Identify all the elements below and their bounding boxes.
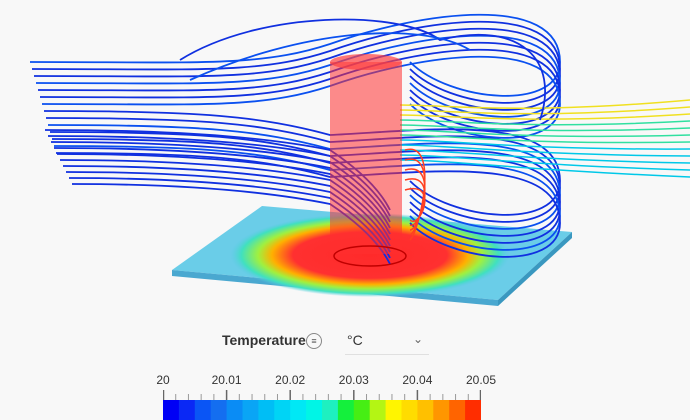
streamline — [41, 55, 561, 139]
color-bin — [210, 400, 228, 420]
color-bin — [369, 400, 387, 420]
streamline — [399, 99, 690, 110]
streamline — [55, 152, 561, 258]
color-bin — [306, 400, 323, 420]
color-bin — [242, 400, 259, 420]
tick-label: 20.04 — [402, 373, 433, 387]
cylinder — [330, 54, 407, 267]
streamline — [404, 187, 426, 223]
streamline — [399, 106, 690, 115]
tick-label: 20.01 — [211, 373, 242, 387]
color-bin — [449, 400, 466, 420]
legend-header: Temperature ≡ °C ⌄ — [0, 326, 690, 356]
streamline — [399, 134, 690, 144]
color-bin — [226, 400, 243, 420]
color-bin — [290, 400, 307, 420]
color-bin — [385, 400, 402, 420]
streamline — [179, 18, 546, 121]
color-bin — [353, 400, 371, 420]
legend-title: Temperature — [222, 332, 306, 348]
unit-dropdown[interactable]: °C ⌄ — [345, 326, 429, 355]
streamline — [399, 119, 690, 126]
streamline — [399, 129, 690, 138]
list-icon[interactable]: ≡ — [306, 333, 322, 349]
streamline — [29, 13, 561, 97]
color-bin — [401, 400, 418, 420]
chevron-down-icon: ⌄ — [412, 332, 423, 346]
streamline — [43, 110, 561, 216]
streamline — [399, 149, 690, 164]
color-bin — [274, 400, 291, 420]
streamline — [45, 117, 561, 223]
streamline — [31, 20, 561, 104]
color-bin — [194, 400, 212, 420]
color-bin — [258, 400, 275, 420]
color-bar — [163, 390, 481, 420]
streamlines — [29, 13, 690, 265]
color-bin — [417, 400, 434, 420]
streamline — [39, 48, 561, 132]
color-bin — [433, 400, 450, 420]
tick-label: 20.02 — [275, 373, 306, 387]
streamline — [399, 159, 690, 178]
color-bin — [465, 400, 481, 420]
streamline — [399, 139, 690, 150]
cfd-viewport[interactable] — [0, 0, 690, 320]
tick-label: 20 — [156, 373, 170, 387]
color-bin — [178, 400, 196, 420]
streamline — [33, 27, 561, 111]
color-bin — [163, 400, 180, 420]
streamline — [49, 131, 561, 237]
streamline — [53, 145, 561, 251]
tick-label: 20.03 — [338, 373, 369, 387]
color-bin — [337, 400, 355, 420]
streamline — [399, 113, 690, 120]
streamline — [399, 124, 690, 132]
unit-value: °C — [347, 332, 363, 348]
streamline — [189, 32, 471, 81]
tick-label: 20.05 — [465, 373, 497, 387]
color-bin — [322, 400, 339, 420]
streamline — [399, 144, 690, 157]
